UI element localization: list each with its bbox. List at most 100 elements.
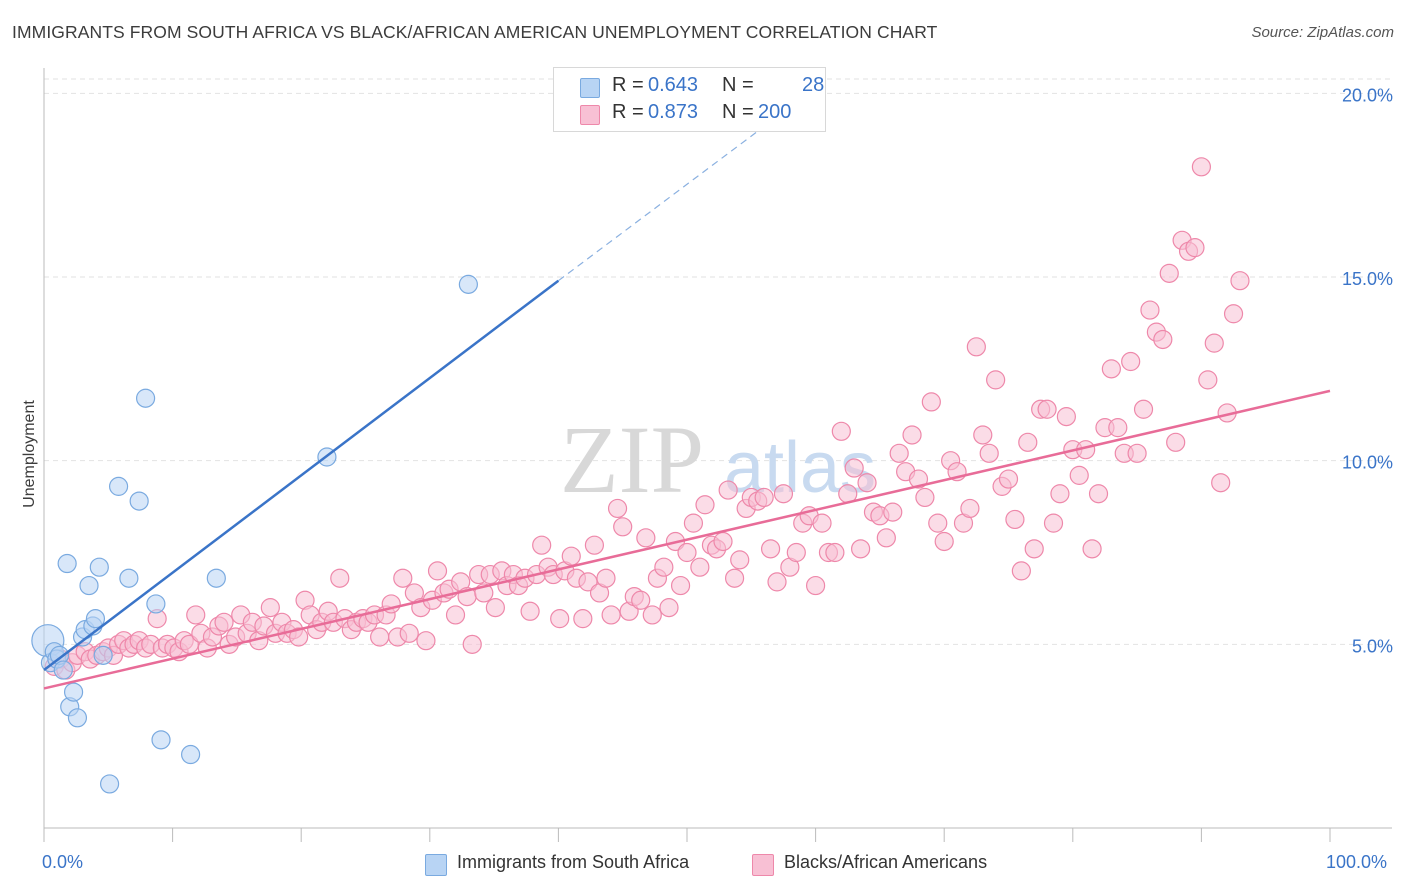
x-tick-max: 100.0%	[1326, 852, 1388, 872]
point-blacks	[642, 605, 662, 625]
legend-r-value: 0.643	[648, 74, 699, 96]
point-immigrants	[108, 476, 129, 496]
point-blacks	[1043, 513, 1064, 533]
point-blacks	[767, 572, 787, 592]
point-immigrants	[79, 575, 99, 596]
point-blacks	[934, 531, 954, 552]
point-blacks	[902, 425, 922, 445]
legend-n-value: 28	[802, 74, 825, 96]
point-blacks	[1140, 300, 1160, 320]
point-blacks	[1223, 304, 1244, 324]
point-blacks	[636, 528, 656, 548]
bottom-legend-blacks: Blacks/African Americans	[752, 852, 1032, 876]
point-blacks	[805, 575, 826, 596]
point-blacks	[754, 487, 774, 508]
point-immigrants	[53, 660, 73, 680]
bottom-legend-immigrants: Immigrants from South Africa	[425, 852, 725, 876]
point-blacks	[1108, 418, 1128, 438]
point-blacks	[1121, 351, 1141, 372]
point-immigrants	[67, 708, 88, 728]
point-blacks	[1204, 333, 1224, 353]
point-blacks	[786, 542, 806, 563]
point-immigrants	[129, 491, 149, 511]
point-blacks	[730, 550, 750, 570]
point-blacks	[1011, 561, 1031, 581]
point-blacks	[573, 609, 593, 629]
point-blacks	[889, 443, 909, 463]
legend-row-immigrants: R = 0.643 N = 28	[554, 74, 825, 100]
point-blacks	[928, 513, 948, 533]
y-tick-label: 20.0%	[1342, 85, 1393, 105]
point-blacks	[844, 458, 864, 478]
point-blacks	[485, 598, 505, 618]
point-immigrants	[151, 730, 171, 750]
point-immigrants	[93, 645, 113, 665]
point-blacks	[1198, 370, 1218, 390]
point-blacks	[1005, 509, 1025, 530]
watermark-zip: ZIP	[560, 406, 704, 513]
bottom-legend-label-blacks: Blacks/African Americans	[784, 852, 988, 872]
point-immigrants	[146, 594, 166, 614]
point-blacks	[1133, 399, 1154, 419]
point-immigrants	[99, 774, 120, 794]
point-blacks	[773, 484, 794, 504]
legend-n-label: N =	[722, 74, 754, 96]
point-blacks	[760, 539, 781, 559]
point-blacks	[718, 480, 738, 500]
point-blacks	[973, 425, 993, 445]
point-blacks	[883, 502, 903, 522]
point-blacks	[1185, 238, 1205, 258]
point-blacks	[1159, 263, 1179, 283]
point-blacks	[654, 557, 674, 577]
point-blacks	[876, 528, 896, 548]
point-blacks	[399, 623, 419, 643]
point-blacks	[1230, 271, 1250, 291]
point-blacks	[561, 546, 581, 566]
point-blacks	[986, 370, 1006, 390]
point-immigrants	[181, 744, 201, 765]
point-blacks	[908, 469, 929, 489]
x-tick-min: 0.0%	[42, 852, 84, 872]
trend-lines	[43, 125, 1331, 690]
point-blacks	[851, 539, 871, 559]
point-blacks	[670, 575, 691, 596]
point-blacks	[596, 568, 616, 588]
legend-n-label: N =	[722, 101, 754, 123]
point-blacks	[1211, 473, 1231, 493]
point-blacks	[1082, 539, 1102, 559]
point-immigrants	[63, 682, 84, 702]
chart-title: IMMIGRANTS FROM SOUTH AFRICA VS BLACK/AF…	[12, 22, 938, 42]
trend-line-immigrants-extension	[558, 125, 765, 282]
point-blacks	[1191, 157, 1212, 177]
point-blacks	[330, 568, 350, 588]
point-immigrants	[135, 388, 156, 408]
point-immigrants	[89, 557, 109, 577]
point-blacks	[1166, 432, 1186, 452]
legend-swatch-blacks	[580, 105, 600, 125]
axes	[43, 68, 1392, 842]
legend-r-label: R =	[612, 74, 644, 96]
point-blacks	[915, 487, 935, 508]
legend-n-value: 200	[758, 101, 792, 123]
point-blacks	[578, 572, 598, 592]
point-blacks	[1056, 407, 1076, 427]
y-tick-label: 10.0%	[1342, 453, 1393, 473]
point-blacks	[1024, 539, 1044, 559]
point-blacks	[1088, 484, 1109, 504]
y-tick-labels: 5.0% 10.0% 15.0% 20.0%	[1342, 85, 1393, 656]
point-immigrants	[57, 553, 77, 574]
series-immigrants-points	[31, 274, 478, 794]
legend-r-label: R =	[612, 101, 644, 123]
point-blacks	[831, 421, 851, 441]
point-blacks	[607, 498, 628, 519]
point-blacks	[683, 513, 704, 533]
point-blacks	[659, 598, 679, 618]
point-blacks	[713, 531, 733, 552]
point-blacks	[1101, 359, 1121, 379]
point-blacks	[370, 627, 390, 647]
point-immigrants	[458, 274, 478, 294]
point-blacks	[601, 605, 621, 625]
point-blacks	[445, 605, 466, 625]
point-blacks	[690, 557, 710, 577]
point-blacks	[998, 469, 1019, 489]
